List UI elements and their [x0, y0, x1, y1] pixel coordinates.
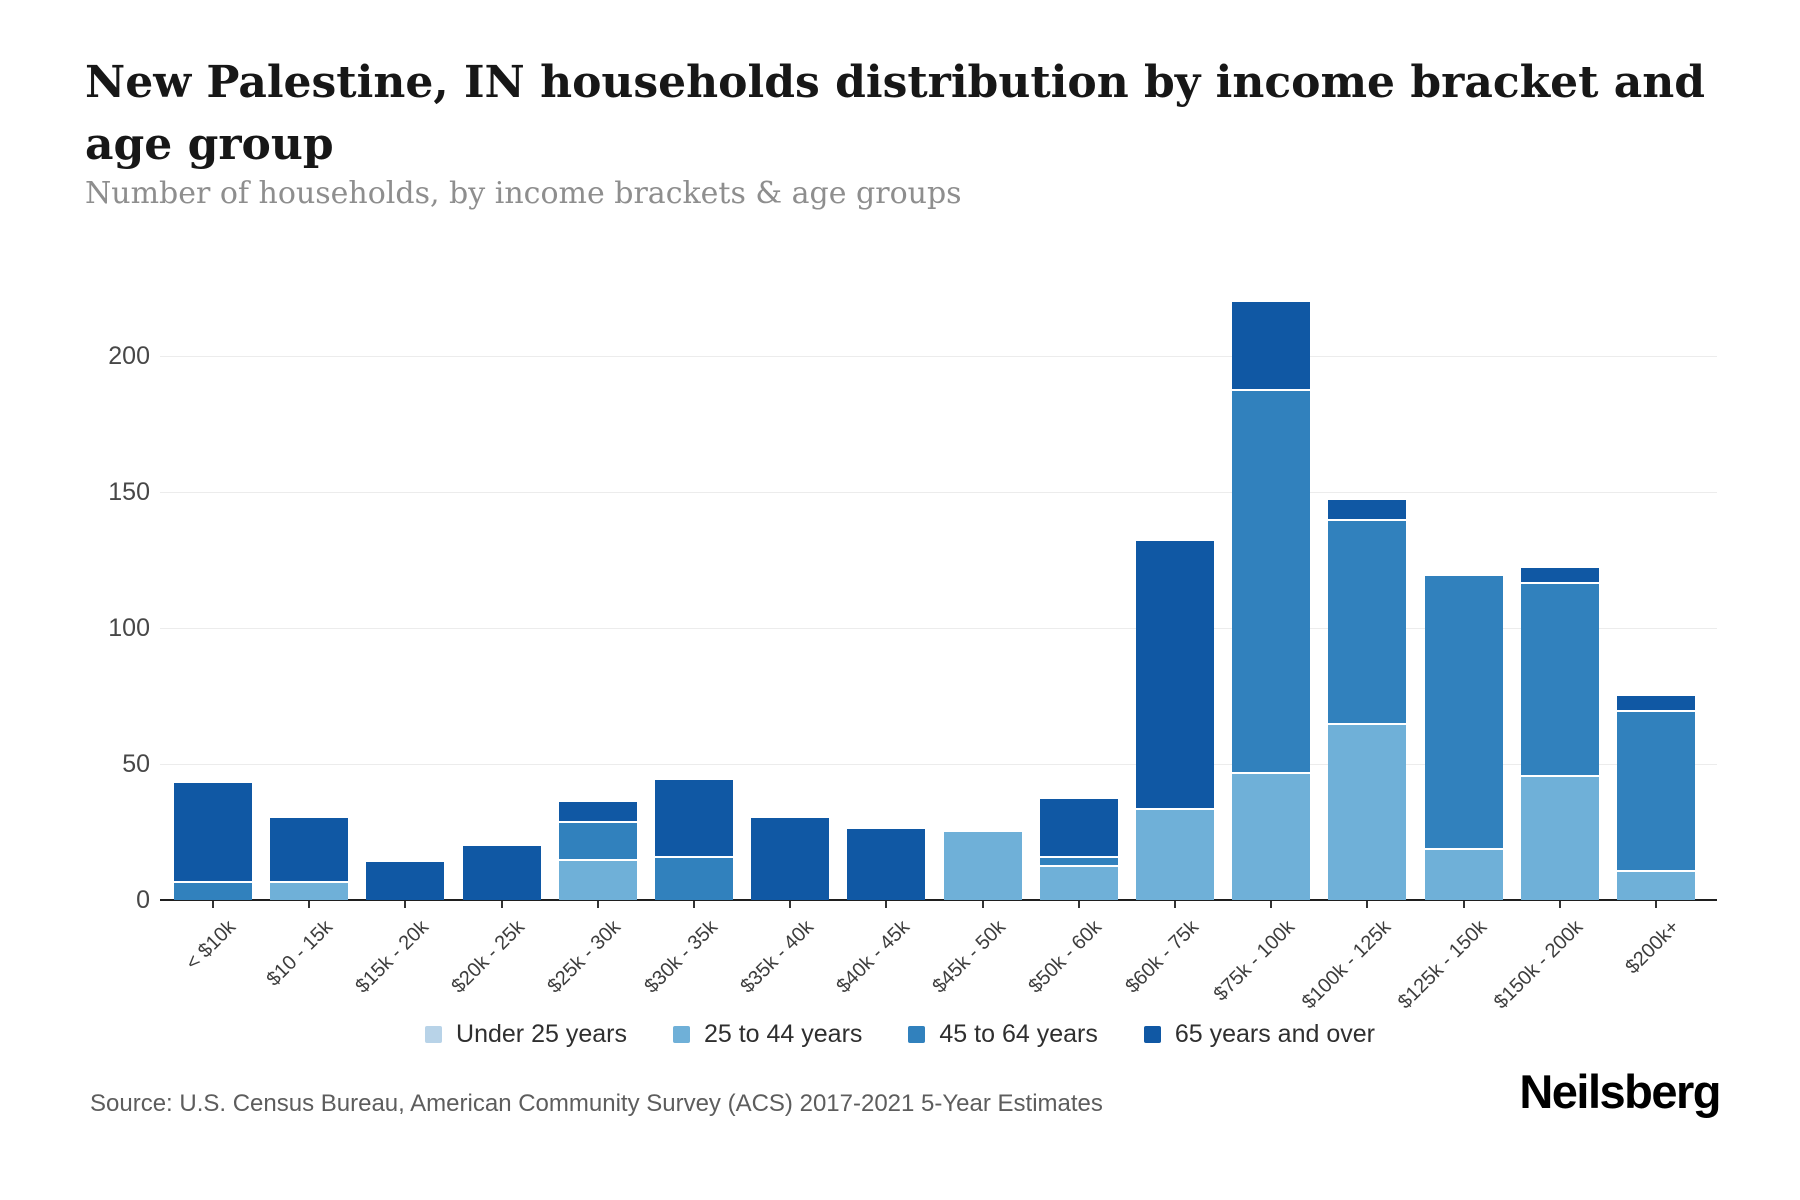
x-axis-label--30k-35k: $30k - 35k	[639, 916, 722, 998]
y-axis-label-200: 200	[108, 342, 150, 370]
chart-title-line1: New Palestine, IN households distributio…	[85, 57, 1706, 108]
chart-subtitle: Number of households, by income brackets…	[85, 176, 962, 211]
bar-segment--40k-45k-65-years-and-over[interactable]	[847, 829, 926, 900]
gridline-50	[160, 764, 1717, 765]
legend-swatch	[672, 1026, 690, 1043]
x-tick	[1655, 901, 1657, 908]
bar-segment--125k-150k-45-to-64-years[interactable]	[1424, 576, 1503, 849]
x-axis-label--40k-45k: $40k - 45k	[832, 916, 914, 998]
bar-segment--50k-60k-45-to-64-years[interactable]	[1039, 856, 1118, 865]
legend-swatch	[1143, 1026, 1161, 1043]
bar-segment--150k-200k-25-to-44-years[interactable]	[1520, 774, 1599, 900]
bar-segment--150k-200k-65-years-and-over[interactable]	[1520, 568, 1599, 582]
legend-item-under-25-years[interactable]: Under 25 years	[425, 1020, 627, 1049]
bar-segment--15k-20k-65-years-and-over[interactable]	[366, 861, 445, 900]
y-axis-label-150: 150	[108, 478, 150, 506]
x-axis-label--100k-125k: $100k - 125k	[1297, 916, 1395, 1014]
x-tick	[308, 901, 311, 908]
bar-segment--200k+-65-years-and-over[interactable]	[1617, 696, 1695, 710]
bar-segment--200k+-45-to-64-years[interactable]	[1617, 709, 1695, 871]
chart-title: New Palestine, IN households distributio…	[85, 52, 1725, 176]
y-axis-label-100: 100	[108, 614, 150, 642]
legend-item-25-to-44-years[interactable]: 25 to 44 years	[672, 1020, 863, 1049]
bar-segment--75k-100k-25-to-44-years[interactable]	[1232, 772, 1311, 900]
legend-label: 25 to 44 years	[703, 1020, 863, 1048]
x-tick	[1558, 901, 1561, 908]
neilsberg-logo[interactable]: Neilsberg	[1519, 1065, 1721, 1118]
x-axis-label--75k-100k: $75k - 100k	[1209, 916, 1299, 1006]
bar-segment--60k-75k-25-to-44-years[interactable]	[1136, 807, 1214, 900]
x-axis-label--200k+: $200k+	[1621, 916, 1684, 979]
bar-segment--75k-100k-45-to-64-years[interactable]	[1232, 388, 1311, 773]
x-tick	[981, 901, 984, 908]
bar-segment--50k-60k-25-to-44-years[interactable]	[1039, 864, 1118, 900]
x-tick	[1462, 901, 1465, 908]
bar-segment--75k-100k-65-years-and-over[interactable]	[1232, 301, 1311, 389]
legend-item-45-to-64-years[interactable]: 45 to 64 years	[908, 1020, 1098, 1049]
bar-segment--25k-30k-45-to-64-years[interactable]	[558, 821, 637, 860]
legend-label: Under 25 years	[456, 1020, 627, 1048]
x-axis-label--15k-20k: $15k - 20k	[351, 916, 433, 998]
x-tick	[885, 901, 888, 908]
x-axis-label--150k-200k: $150k - 200k	[1490, 916, 1588, 1014]
x-axis-label--45k-50k: $45k - 50k	[928, 916, 1011, 998]
x-tick	[1077, 901, 1080, 908]
bar-segment--20k-25k-65-years-and-over[interactable]	[462, 845, 541, 900]
bar-segment--60k-75k-65-years-and-over[interactable]	[1136, 540, 1214, 808]
bar-segment--45k-50k-25-to-44-years[interactable]	[943, 832, 1022, 900]
bar-segment--125k-150k-25-to-44-years[interactable]	[1424, 848, 1503, 900]
chart-title-line2: age group	[85, 119, 334, 170]
x-tick	[1174, 901, 1176, 908]
x-axis-label--35k-40k: $35k - 40k	[736, 916, 818, 998]
x-tick	[693, 901, 695, 908]
x-tick	[212, 901, 214, 908]
x-tick	[1270, 901, 1273, 908]
x-tick	[500, 901, 503, 908]
bar-segment--100k-125k-45-to-64-years[interactable]	[1328, 519, 1407, 724]
bar-segment--150k-200k-45-to-64-years[interactable]	[1520, 581, 1599, 775]
bar-segment--25k-30k-65-years-and-over[interactable]	[558, 802, 637, 822]
gridline-200	[160, 356, 1717, 357]
x-tick	[789, 901, 792, 908]
y-axis-label-0: 0	[136, 886, 150, 914]
bar-segment--200k+-25-to-44-years[interactable]	[1617, 870, 1695, 900]
x-tick	[1366, 901, 1369, 908]
gridline-100	[160, 628, 1717, 629]
x-axis-label--25k-30k: $25k - 30k	[543, 916, 626, 998]
bar-segment--50k-60k-65-years-and-over[interactable]	[1039, 799, 1118, 857]
source-note: Source: U.S. Census Bureau, American Com…	[90, 1090, 1103, 1117]
legend-swatch	[425, 1026, 443, 1043]
legend-swatch	[908, 1026, 926, 1043]
bar-segment--100k-125k-65-years-and-over[interactable]	[1328, 500, 1407, 520]
bar-segment--10k-45-to-64-years[interactable]	[174, 880, 252, 900]
x-tick	[596, 901, 599, 908]
x-axis-line	[160, 899, 1717, 901]
bar-segment--10k-65-years-and-over[interactable]	[174, 783, 252, 881]
x-axis-label--50k-60k: $50k - 60k	[1024, 916, 1107, 998]
bar-segment--100k-125k-25-to-44-years[interactable]	[1328, 723, 1407, 900]
x-axis-label--10k: < $10k	[182, 916, 241, 975]
x-axis-label--10-15k: $10 - 15k	[262, 916, 337, 991]
gridline-150	[160, 492, 1717, 493]
bar-segment--35k-40k-65-years-and-over[interactable]	[751, 818, 830, 900]
bar-segment--10-15k-25-to-44-years[interactable]	[270, 880, 349, 900]
bar-segment--30k-35k-65-years-and-over[interactable]	[655, 780, 733, 857]
x-tick	[404, 901, 407, 908]
bar-segment--30k-35k-45-to-64-years[interactable]	[655, 856, 733, 900]
legend-label: 45 to 64 years	[939, 1020, 1098, 1048]
bar-segment--10-15k-65-years-and-over[interactable]	[270, 818, 349, 881]
legend: Under 25 years 25 to 44 years 45 to 64 yea…	[0, 1020, 1800, 1049]
legend-label: 65 years and over	[1174, 1020, 1375, 1048]
x-axis-label--125k-150k: $125k - 150k	[1393, 916, 1492, 1014]
x-axis-label--20k-25k: $20k - 25k	[447, 916, 530, 998]
x-axis-label--60k-75k: $60k - 75k	[1120, 916, 1203, 998]
y-axis-label-50: 50	[122, 750, 150, 778]
bar-segment--25k-30k-25-to-44-years[interactable]	[558, 859, 637, 900]
legend-item-65-years-and-over[interactable]: 65 years and over	[1143, 1020, 1375, 1049]
